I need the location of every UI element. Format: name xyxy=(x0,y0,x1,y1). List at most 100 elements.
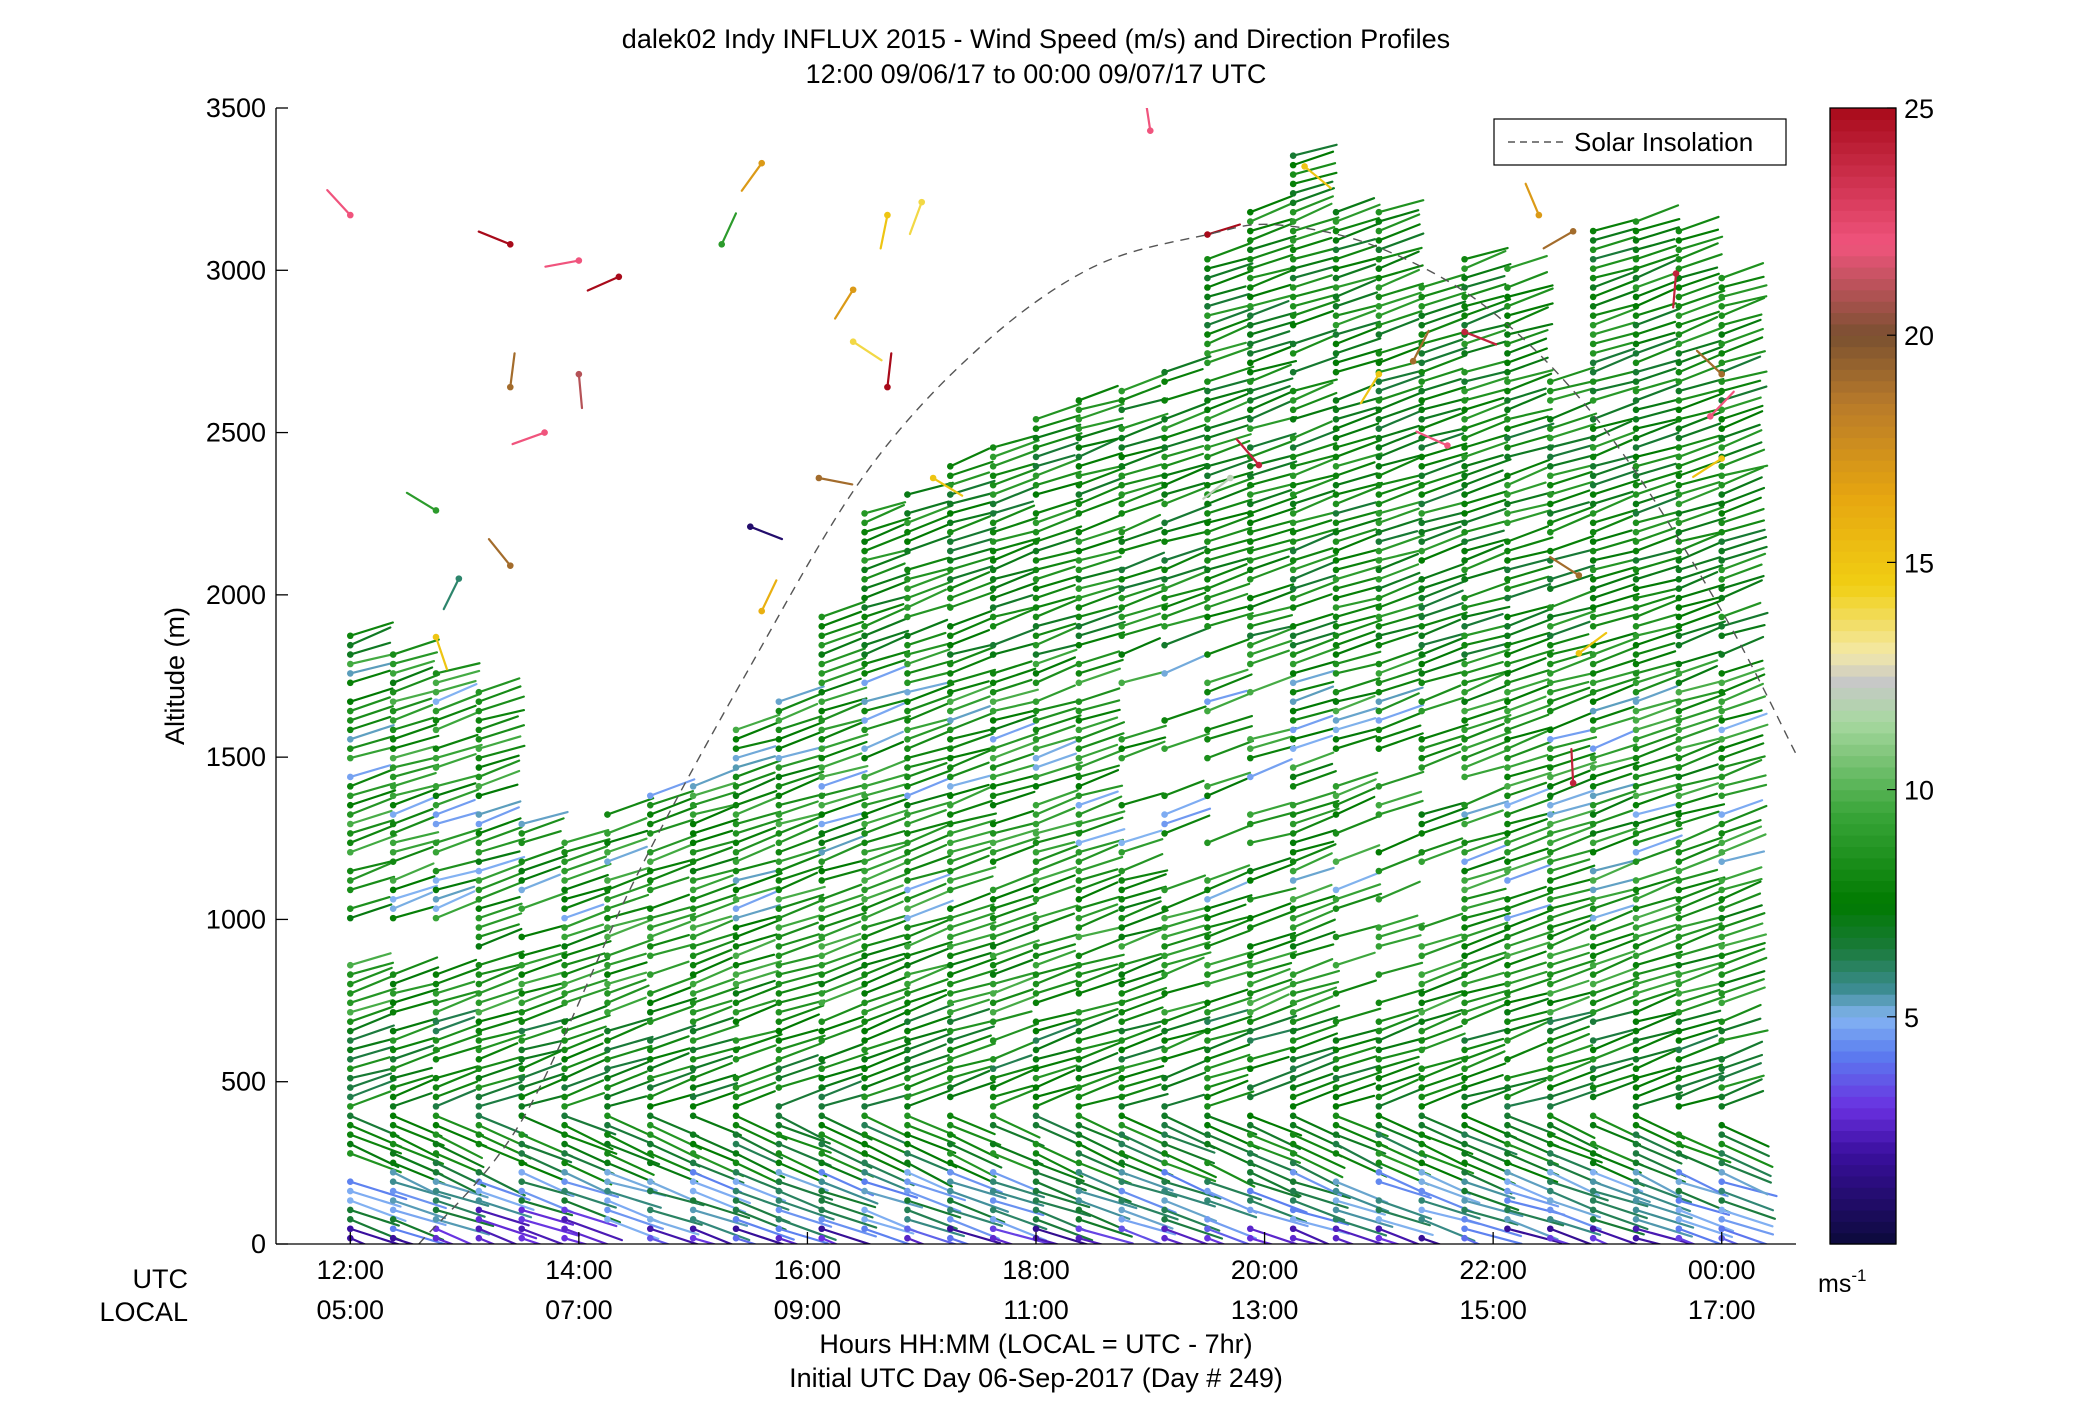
wind-barb-line xyxy=(434,710,480,731)
wind-barb-dot xyxy=(1204,265,1211,272)
wind-barb-dot xyxy=(775,877,783,884)
wind-barb-line xyxy=(992,462,1036,477)
wind-barb-dot xyxy=(989,933,997,941)
wind-barb-line xyxy=(1077,423,1123,440)
wind-barb-line xyxy=(820,600,866,619)
wind-barb-dot xyxy=(1461,839,1468,847)
wind-barb-line xyxy=(1249,639,1293,656)
wind-barb-dot xyxy=(1332,961,1340,969)
wind-barb-line xyxy=(906,978,949,995)
wind-barb-dot xyxy=(1204,1065,1211,1073)
wind-barb-line xyxy=(1506,607,1553,628)
wind-barb-dot xyxy=(1075,924,1083,931)
wind-barb-line xyxy=(1249,758,1293,779)
wind-barb-dot xyxy=(1032,472,1040,480)
wind-barb-dot xyxy=(1461,1074,1468,1082)
wind-barb-dot xyxy=(1032,679,1040,687)
wind-barb-line xyxy=(649,1161,699,1183)
wind-barb-line xyxy=(1034,1237,1061,1244)
wind-barb-dot xyxy=(1289,585,1297,592)
wind-barb-dot xyxy=(1589,557,1597,564)
wind-barb-dot xyxy=(861,623,868,630)
wind-barb-dot xyxy=(1418,660,1426,668)
wind-barb-line xyxy=(1077,855,1124,873)
wind-barb-dot xyxy=(1032,848,1040,856)
wind-barb-line xyxy=(1120,481,1164,496)
wind-barb-line xyxy=(1163,654,1205,675)
wind-barb-dot xyxy=(1461,877,1468,884)
wind-barb-dot xyxy=(746,523,754,530)
wind-barb-dot xyxy=(389,1046,397,1054)
wind-barb-dot xyxy=(1118,434,1126,442)
wind-barb-line xyxy=(1506,536,1554,553)
wind-barb-dot xyxy=(1718,472,1726,480)
wind-barb-line xyxy=(1634,420,1679,440)
wind-barb-dot xyxy=(646,867,654,875)
wind-barb-line xyxy=(992,929,1036,948)
wind-barb-line xyxy=(1334,472,1379,487)
wind-barb-dot xyxy=(904,651,911,658)
wind-barb-dot xyxy=(861,1065,868,1073)
wind-barb-line xyxy=(949,538,993,553)
wind-barb-dot xyxy=(346,632,354,640)
wind-barb-line xyxy=(1077,438,1119,459)
wind-barb-line xyxy=(949,515,992,534)
wind-barb-line xyxy=(1292,986,1338,1004)
wind-barb-dot xyxy=(1375,971,1383,978)
wind-barb-dot xyxy=(1332,1206,1340,1214)
wind-barb-dot xyxy=(1418,1187,1426,1195)
wind-barb-line xyxy=(863,830,906,844)
wind-barb-dot xyxy=(1375,237,1383,244)
wind-barb-line xyxy=(1677,1133,1726,1156)
wind-barb-line xyxy=(1420,734,1465,750)
wind-barb-line xyxy=(949,875,994,891)
wind-barb-dot xyxy=(1461,378,1468,385)
wind-barb-dot xyxy=(1461,1121,1468,1129)
wind-barb-dot xyxy=(861,1046,868,1054)
wind-barb-line xyxy=(563,829,610,844)
wind-barb-dot xyxy=(389,735,397,743)
wind-barb-dot xyxy=(775,1056,783,1063)
wind-barb-dot xyxy=(1504,933,1511,941)
wind-barb-dot xyxy=(1375,1159,1383,1167)
wind-barb-dot xyxy=(818,773,826,781)
wind-barb-line xyxy=(1249,218,1293,233)
wind-barb-line xyxy=(649,975,697,995)
wind-barb-line xyxy=(1592,1028,1637,1042)
wind-barb-dot xyxy=(1418,1197,1426,1204)
wind-barb-dot xyxy=(1718,566,1726,574)
wind-barb-dot xyxy=(432,980,440,988)
wind-barb-dot xyxy=(818,801,826,809)
wind-barb-dot xyxy=(432,999,440,1007)
wind-barb-dot xyxy=(1161,717,1168,724)
wind-barb-line xyxy=(1506,713,1550,731)
wind-barb-dot xyxy=(1289,896,1297,903)
wind-barb-dot xyxy=(1332,1103,1340,1110)
wind-barb-dot xyxy=(1589,971,1597,978)
wind-barb-dot xyxy=(604,886,611,894)
wind-barb-line xyxy=(992,678,1033,694)
wind-barb-dot xyxy=(689,914,697,922)
wind-barb-dot xyxy=(1589,1018,1597,1025)
wind-barb-line xyxy=(1120,1171,1174,1192)
wind-barb-dot xyxy=(1675,688,1683,696)
wind-barb-dot xyxy=(1461,481,1468,489)
wind-barb-dot xyxy=(1675,472,1683,480)
wind-barb-line xyxy=(949,1152,997,1178)
wind-barb-dot xyxy=(989,444,997,451)
wind-barb-line xyxy=(734,745,777,760)
wind-barb-dot xyxy=(1289,830,1297,837)
wind-barb-line xyxy=(1549,514,1591,534)
wind-barb-dot xyxy=(1075,1074,1083,1082)
wind-barb-line xyxy=(1206,1053,1251,1070)
wind-barb-line xyxy=(1720,819,1762,835)
wind-barb-line xyxy=(949,1133,999,1160)
wind-barb-line xyxy=(1634,834,1683,854)
wind-barb-dot xyxy=(689,1056,697,1063)
wind-barb-dot xyxy=(1632,368,1640,376)
wind-barb-dot xyxy=(1589,792,1597,800)
wind-barb-dot xyxy=(1246,990,1254,997)
wind-barb-dot xyxy=(1632,350,1640,357)
wind-barb-dot xyxy=(732,1046,740,1054)
wind-barb-dot xyxy=(561,914,568,922)
